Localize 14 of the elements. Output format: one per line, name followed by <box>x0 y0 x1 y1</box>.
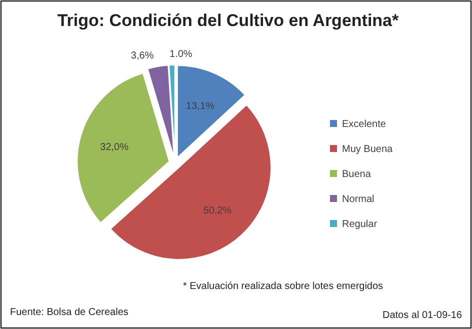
source-note: Fuente: Bolsa de Cereales <box>10 307 128 318</box>
data-label: 1.0% <box>170 49 192 60</box>
legend-label: Muy Buena <box>342 144 394 155</box>
legend-label: Normal <box>342 194 374 205</box>
legend-label: Regular <box>342 219 378 230</box>
legend-label: Buena <box>342 169 372 180</box>
data-label: 3,6% <box>130 50 154 62</box>
text: Datos al 01-09-16 <box>382 310 462 321</box>
legend-label: Excelente <box>342 119 386 130</box>
chart-title: Trigo: Condición del Cultivo en Argentina* <box>57 11 400 30</box>
text: * Evaluación realizada sobre lotes emergidos <box>182 281 384 292</box>
data-label: 13,1% <box>186 101 215 112</box>
data-label: 50,2% <box>203 206 232 217</box>
data-label: 32,0% <box>100 142 129 153</box>
